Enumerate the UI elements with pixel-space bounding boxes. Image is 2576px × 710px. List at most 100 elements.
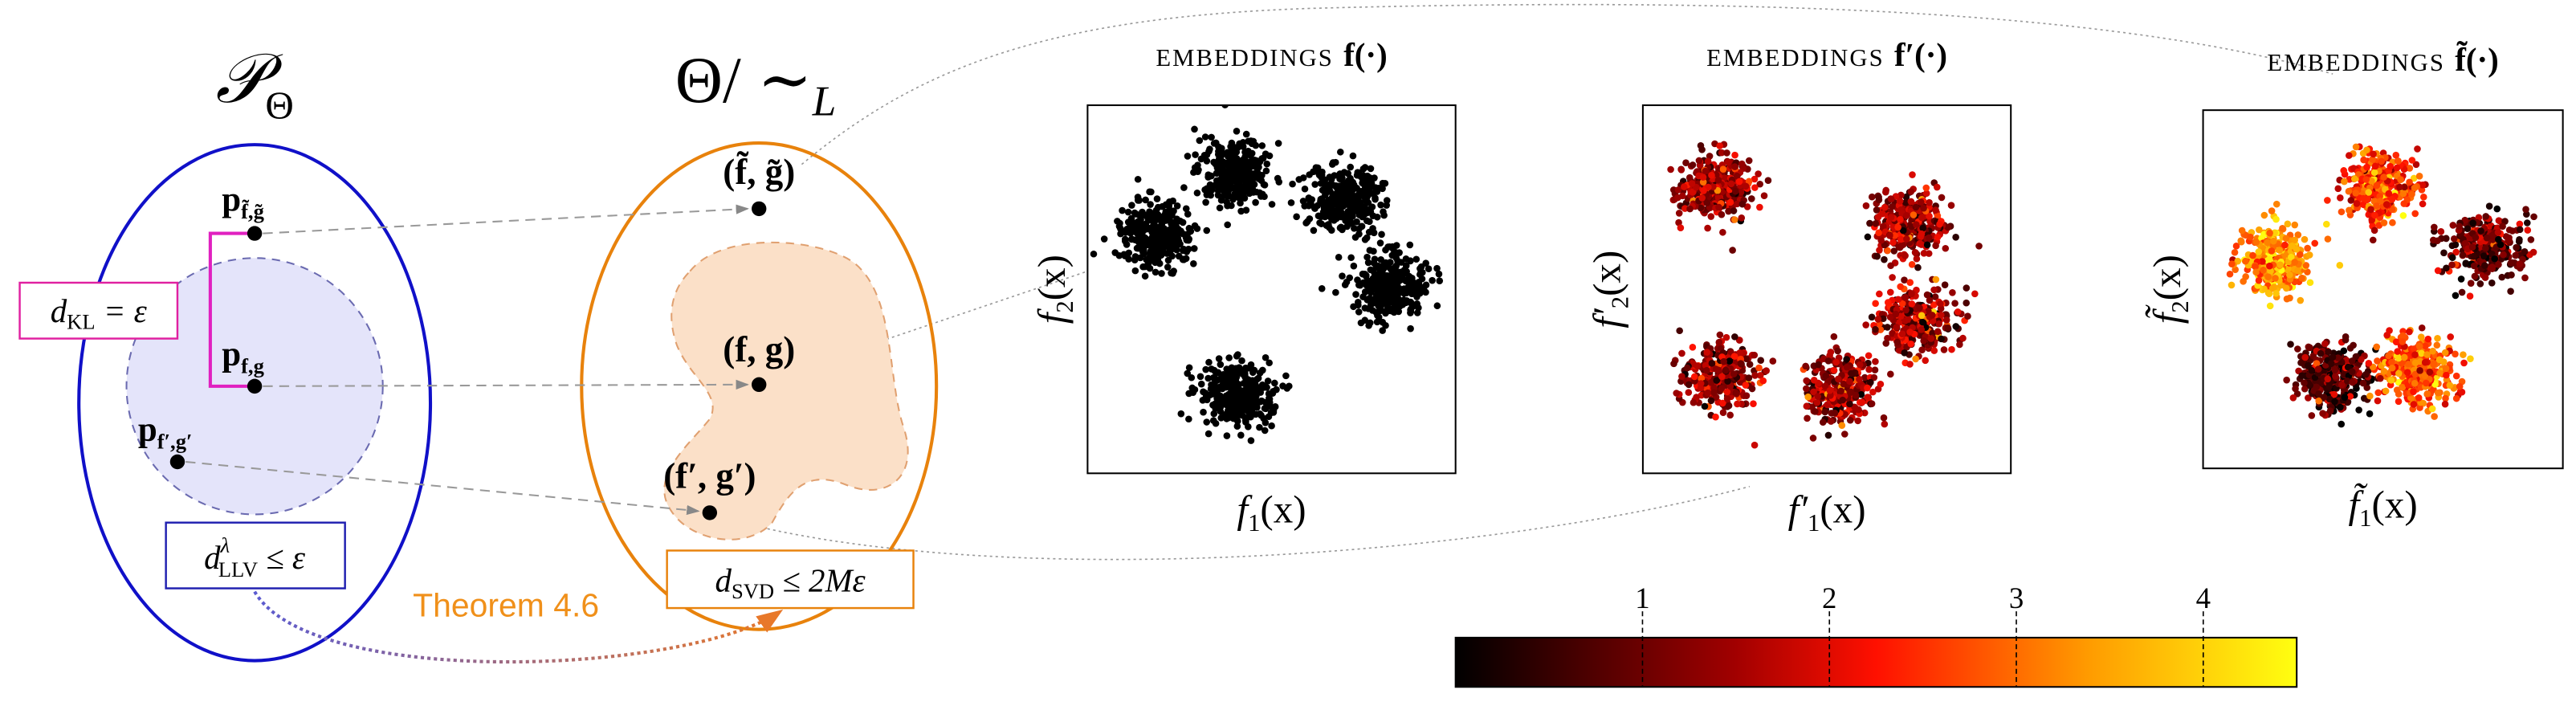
embedding-dot (2410, 401, 2418, 408)
embedding-dot (1100, 235, 1108, 243)
embedding-dot (1964, 312, 1971, 320)
colorbar-tick-label: 1 (1635, 581, 1649, 614)
embedding-dot (1718, 385, 1726, 392)
embedding-dot (1141, 272, 1149, 280)
embedding-dot (2457, 275, 2465, 283)
embedding-dot (1245, 390, 1253, 397)
kl-rest: = ε (96, 293, 148, 329)
embedding-dot (2305, 394, 2312, 402)
embedding-dot (1165, 226, 1173, 234)
embedding-dot (1161, 231, 1169, 239)
embedding-dot (1902, 212, 1910, 219)
embedding-dot (1436, 277, 1444, 284)
embedding-dot (1306, 171, 1313, 178)
embedding-dot (1252, 141, 1260, 149)
embedding-dot (1893, 324, 1901, 331)
embedding-dot (1735, 178, 1743, 186)
embedding-dot (1837, 387, 1844, 395)
embedding-dot (2516, 235, 2523, 243)
embedding-dot (2411, 379, 2419, 387)
embedding-dot (2341, 394, 2349, 401)
embedding-dot (1412, 255, 1420, 263)
embedding-dot (1707, 397, 1715, 405)
embedding-dot (1370, 229, 1378, 237)
connectors (722, 3, 2333, 561)
embedding-dot (1262, 167, 1270, 175)
embedding-dot (2338, 420, 2346, 428)
embedding-dot (1720, 357, 1727, 365)
embedding-dot (2315, 397, 2322, 405)
embedding-dot (1731, 333, 1738, 341)
kl-d: d (51, 293, 67, 329)
embedding-dot (1889, 329, 1896, 337)
embedding-dot (1299, 198, 1307, 205)
embedding-dot (2499, 222, 2506, 231)
embedding-dot (1861, 373, 1869, 382)
embedding-dot (1200, 408, 1207, 416)
embedding-dot (1933, 183, 1941, 191)
embedding-dot (2265, 290, 2273, 298)
embedding-dot (2435, 356, 2444, 364)
embedding-dot (1203, 185, 1211, 193)
embedding-dot (1932, 275, 1940, 284)
embedding-dot (1751, 175, 1759, 183)
embedding-dot (1185, 415, 1192, 423)
embedding-dot (1947, 202, 1955, 209)
embedding-dot (1134, 230, 1141, 238)
embedding-dot (2406, 165, 2414, 172)
embedding-dot (1308, 196, 1316, 203)
embedding-dot (1147, 201, 1154, 208)
embedding-dot (1908, 290, 1915, 298)
equivalence-region (663, 241, 909, 541)
embedding-dot (1396, 249, 1403, 256)
embedding-dot (1213, 169, 1221, 177)
embedding-dot (1116, 219, 1123, 227)
embedding-dot (1951, 300, 1958, 307)
embedding-dot (2256, 226, 2263, 234)
embedding-dot (1693, 394, 1700, 401)
embedding-dot (2282, 235, 2290, 243)
embedding-dot (2411, 184, 2419, 192)
embedding-dot (1763, 367, 1770, 374)
embedding-dot (2291, 259, 2299, 266)
embedding-dot (1975, 243, 1983, 250)
embedding-dot (1822, 372, 1830, 380)
embedding-dot (2443, 264, 2450, 272)
embedding-dot (1920, 337, 1927, 345)
embedding-dot (2272, 289, 2280, 297)
embedding-dot (1926, 198, 1933, 206)
embedding-dot (1261, 405, 1269, 412)
embedding-dot (1289, 180, 1296, 188)
embedding-dot (1694, 362, 1701, 370)
embedding-dot (1353, 218, 1360, 226)
embedding-dot (2276, 261, 2284, 268)
parameter-ellipse (77, 143, 433, 663)
embedding-dot (2294, 345, 2301, 353)
embedding-dot (2311, 239, 2319, 247)
embedding-dot (1722, 333, 1730, 341)
embedding-dot (1261, 426, 1269, 435)
embedding-dot (2442, 365, 2450, 373)
embedding-dot (1224, 202, 1231, 210)
point (247, 226, 263, 241)
embedding-dot (2346, 152, 2353, 159)
embedding-dot (1170, 238, 1177, 246)
embedding-dot (1382, 321, 1389, 329)
embedding-dot (1376, 239, 1384, 247)
embedding-dot (2363, 146, 2370, 154)
embedding-dot (2458, 288, 2466, 296)
embedding-dot (1745, 374, 1753, 382)
embedding-dot (2283, 376, 2290, 384)
embedding-dot (1884, 299, 1892, 306)
embedding-dot (1670, 360, 1677, 368)
embedding-dot (2452, 350, 2459, 358)
embedding-dot (1887, 214, 1895, 221)
embedding-dot (2488, 280, 2496, 287)
embedding-dot (1683, 364, 1691, 372)
embedding-dot (1216, 204, 1224, 212)
embedding-dot (2305, 361, 2312, 369)
embedding-dot (1173, 202, 1181, 210)
embedding-dot (1204, 430, 1213, 438)
embedding-dot (1238, 402, 1246, 410)
connector (801, 3, 2333, 165)
